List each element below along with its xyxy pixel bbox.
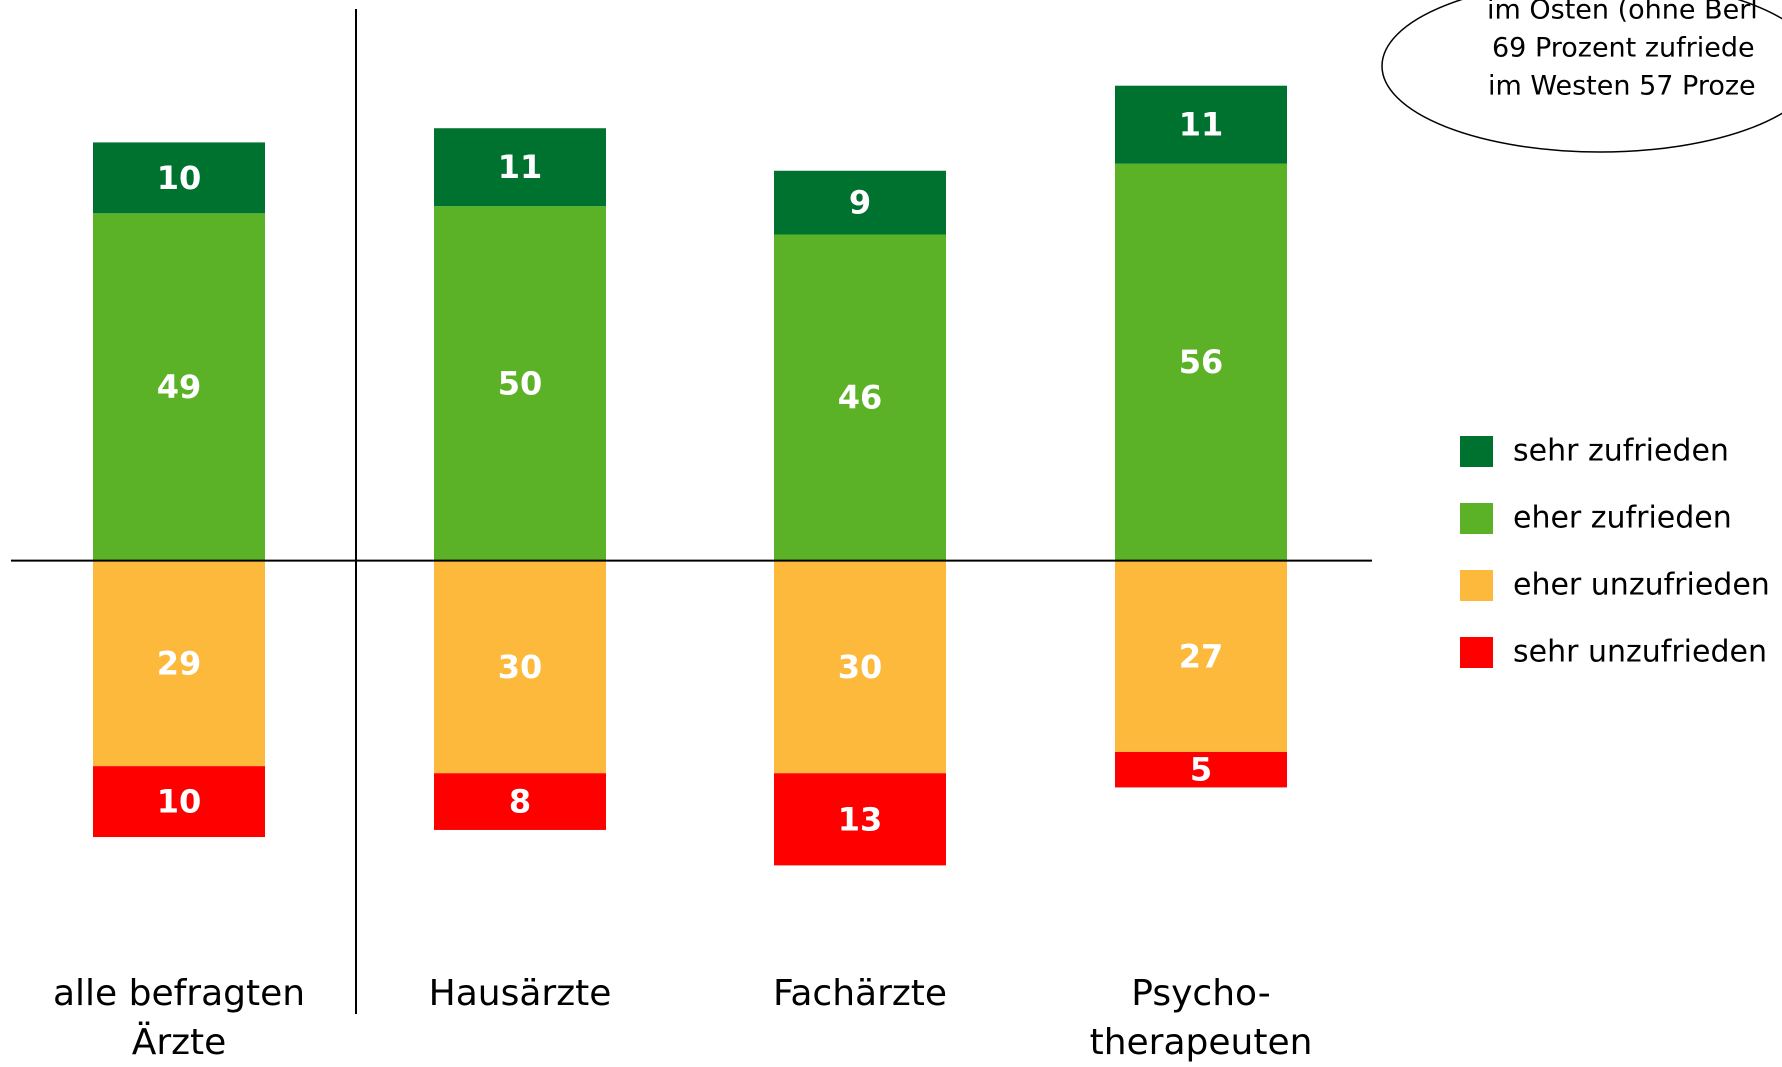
- value-label: 27: [1179, 637, 1224, 675]
- value-label: 9: [849, 184, 871, 222]
- annotation-line: im Osten (ohne Berl: [1487, 0, 1758, 26]
- legend-swatch: [1460, 637, 1493, 668]
- value-label: 10: [157, 159, 202, 197]
- value-label: 8: [509, 783, 531, 821]
- bar-segment: [774, 773, 946, 866]
- annotation-bubble: [1381, 0, 1782, 153]
- value-label: 30: [498, 648, 543, 686]
- bar-segment: [434, 773, 606, 830]
- legend-label: sehr unzufrieden: [1513, 635, 1767, 670]
- value-label: 56: [1179, 343, 1224, 381]
- bar-segment: [93, 560, 265, 767]
- x-tick-label: alle befragten: [53, 973, 305, 1014]
- bar-segment: [1115, 163, 1287, 561]
- legend-swatch: [1460, 503, 1493, 534]
- value-label: 46: [838, 379, 883, 417]
- x-tick-label: Hausärzte: [429, 973, 612, 1014]
- legend-label: sehr zufrieden: [1513, 434, 1729, 469]
- value-label: 5: [1190, 751, 1212, 789]
- value-label: 11: [1179, 106, 1224, 144]
- bar-segment: [93, 213, 265, 561]
- bar-segment: [93, 766, 265, 838]
- annotation-line: im Westen 57 Proze: [1488, 71, 1756, 102]
- value-label: 29: [157, 644, 202, 682]
- value-label: 10: [157, 783, 202, 821]
- legend-swatch: [1460, 436, 1493, 467]
- bar-segment: [774, 234, 946, 561]
- value-label: 49: [157, 368, 202, 406]
- bar-segment: [434, 206, 606, 561]
- bar-segment: [1115, 560, 1287, 752]
- legend-label: eher zufrieden: [1513, 501, 1732, 536]
- value-label: 13: [838, 800, 883, 838]
- value-label: 50: [498, 364, 543, 402]
- value-label: 11: [498, 148, 543, 186]
- bar-segment: [774, 170, 946, 235]
- x-tick-label: Fachärzte: [773, 973, 947, 1014]
- x-tick-label: Ärzte: [132, 1021, 227, 1063]
- legend-label: eher unzufrieden: [1513, 568, 1770, 603]
- legend-swatch: [1460, 570, 1493, 601]
- bar-segment: [93, 142, 265, 214]
- annotation-line: 69 Prozent zufriede: [1492, 33, 1755, 64]
- bar-segment: [1115, 85, 1287, 164]
- x-tick-label: therapeuten: [1090, 1022, 1313, 1063]
- bar-segment: [1115, 751, 1287, 788]
- bar-segment: [774, 560, 946, 774]
- bar-segment: [434, 560, 606, 774]
- bar-segment: [434, 128, 606, 207]
- value-label: 30: [838, 648, 883, 686]
- x-tick-label: Psycho-: [1131, 973, 1270, 1014]
